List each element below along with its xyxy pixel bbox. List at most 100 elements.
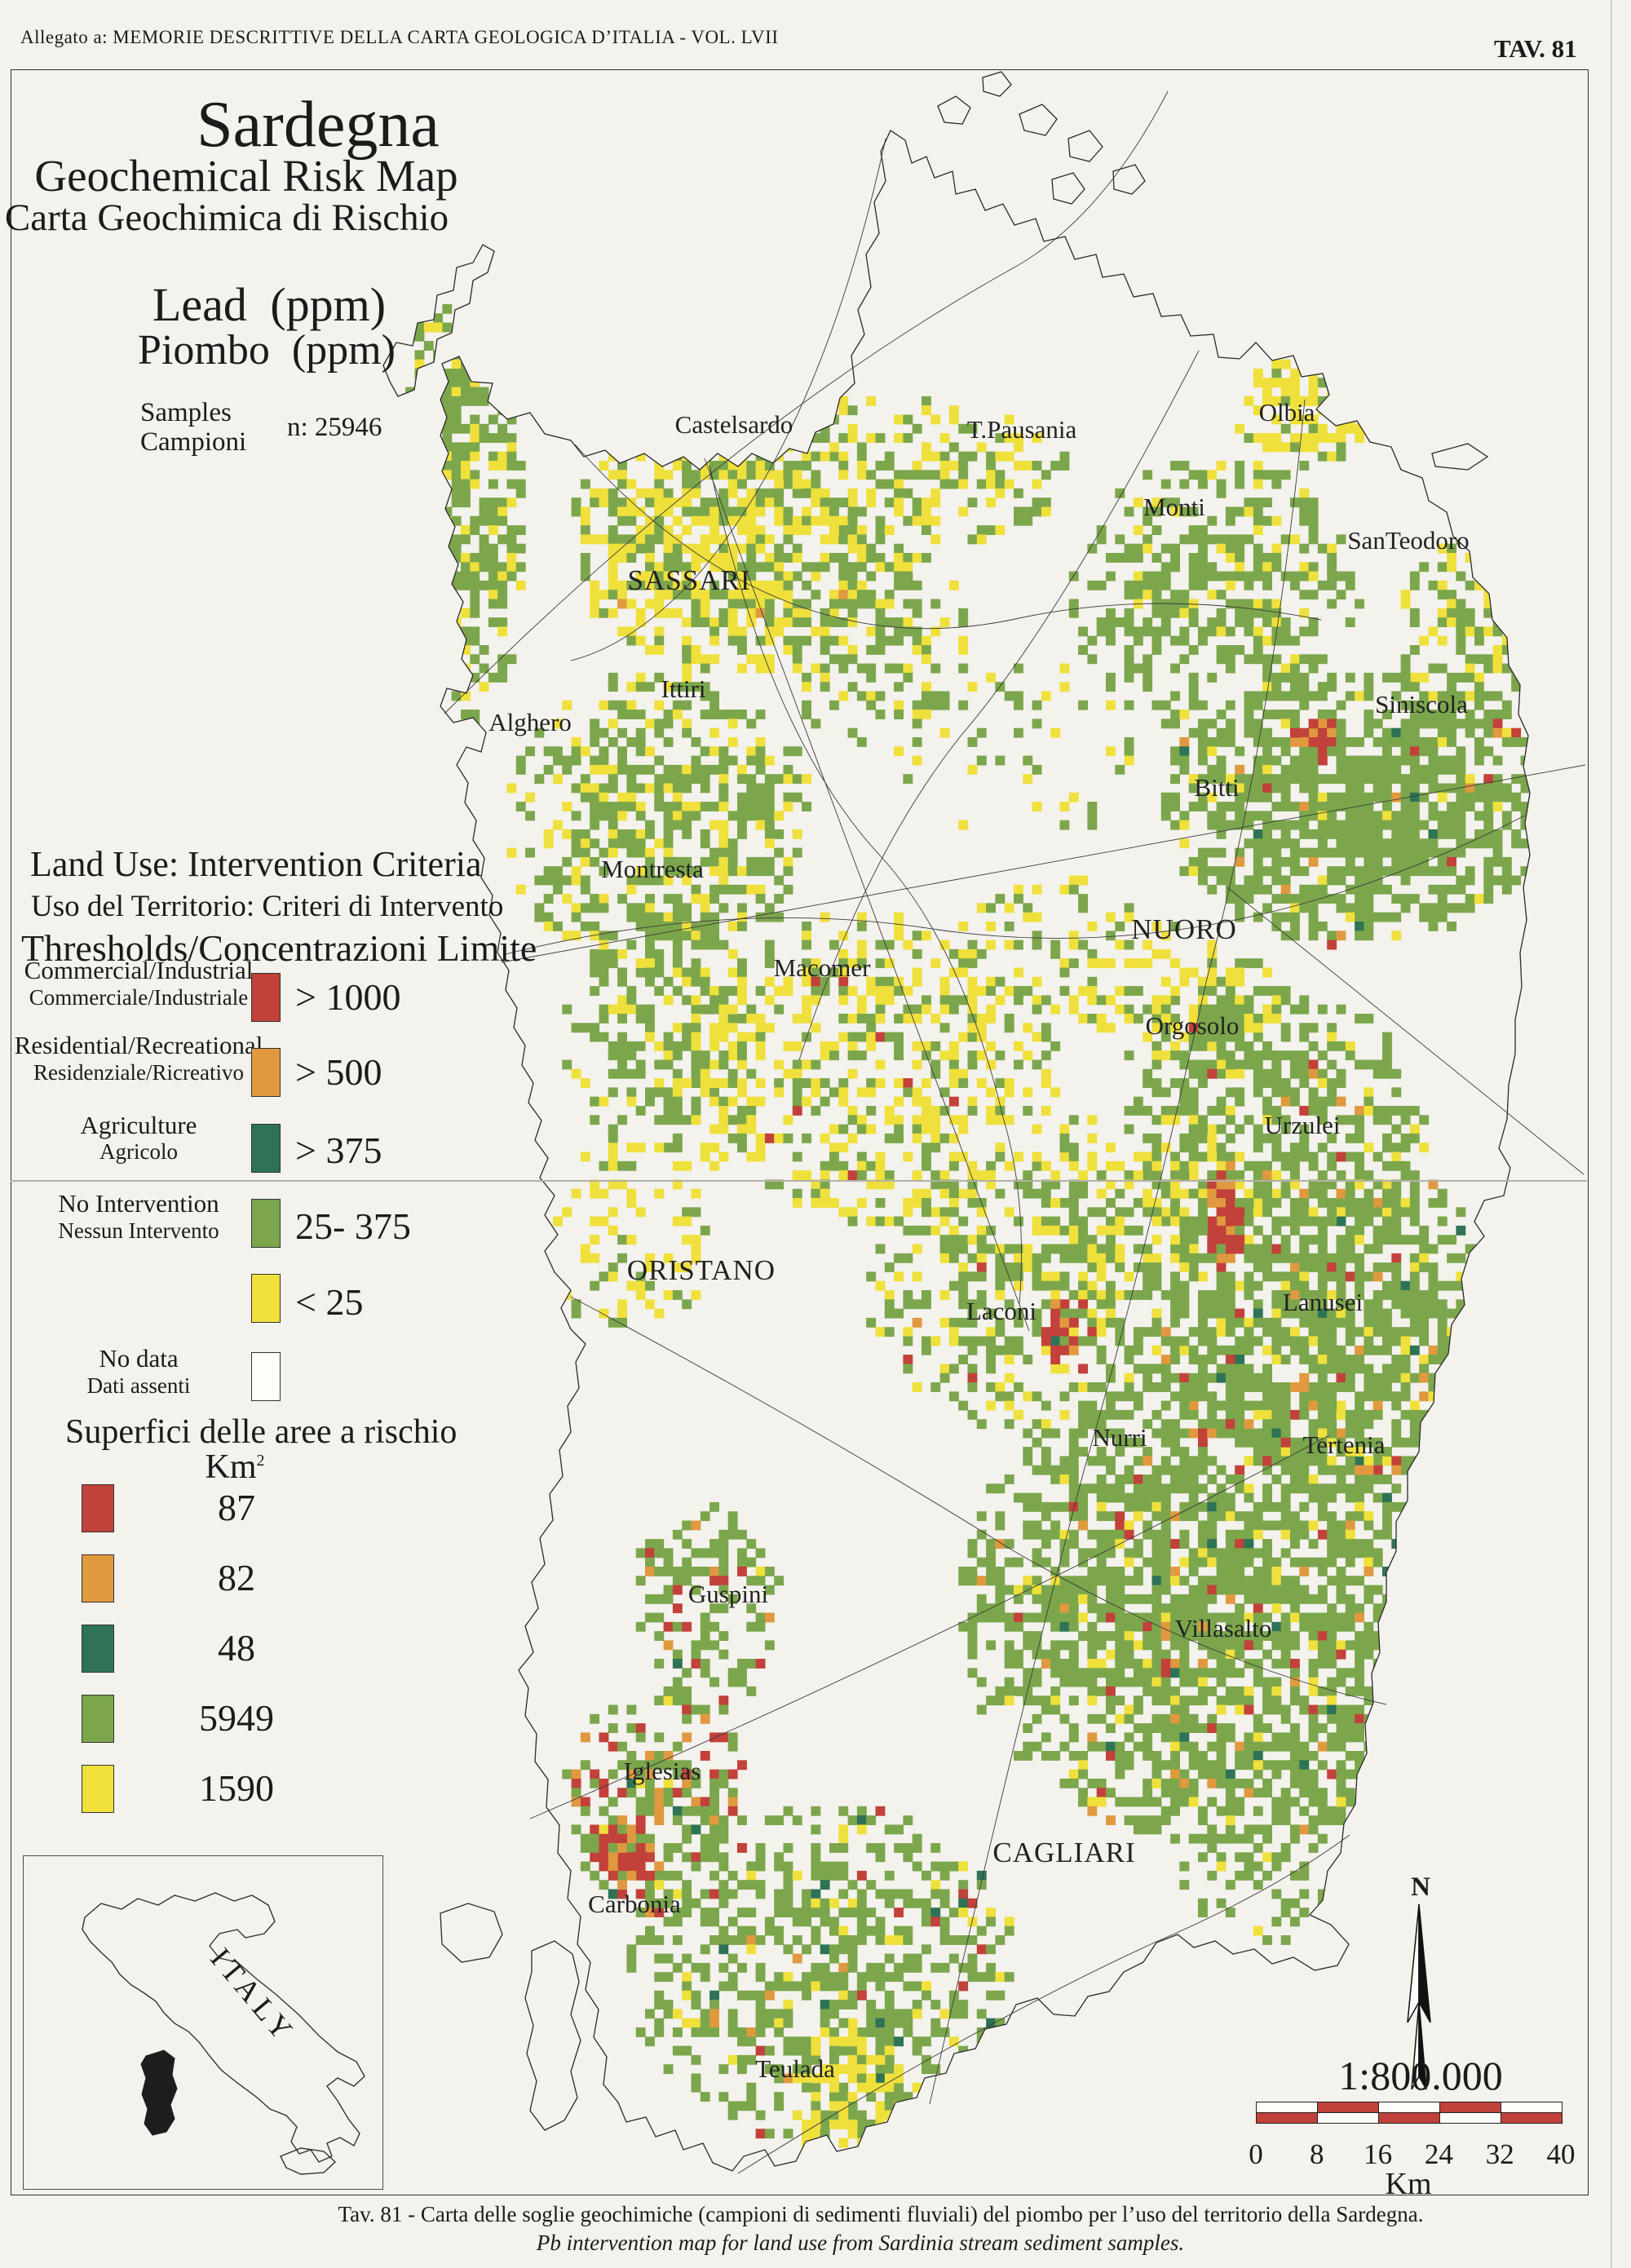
map-label-castelsardo: Castelsardo xyxy=(674,410,793,439)
scale-bar-tick: 16 xyxy=(1364,2138,1393,2170)
map-label-lanusei: Lanusei xyxy=(1282,1288,1364,1316)
map-label-guspini: Guspini xyxy=(687,1580,769,1608)
area-swatch-yellow xyxy=(82,1765,114,1813)
legend-row-value: < 25 xyxy=(295,1281,364,1323)
scale-bar-top-row xyxy=(1257,2102,1562,2113)
scale-bar-segment xyxy=(1501,2112,1562,2123)
map-label-iglesias: Iglesias xyxy=(623,1757,701,1785)
map-label-nuoro: NUORO xyxy=(1131,913,1237,945)
scale-bar-segment xyxy=(1378,2112,1439,2123)
italy-inset-map xyxy=(23,1855,383,2190)
scale-bar-segment xyxy=(1317,2112,1378,2123)
scale-bar-ticks: 0 8 16 24 32 40 xyxy=(1249,2138,1575,2171)
map-label-t-pausania: T.Pausania xyxy=(966,415,1077,444)
element-english: Lead (ppm) xyxy=(152,278,387,331)
map-label-alghero: Alghero xyxy=(488,708,572,736)
legend-row-label-en: Residential/Recreational xyxy=(14,1031,263,1059)
map-label-macomer: Macomer xyxy=(773,953,871,982)
sicily-outline xyxy=(280,2147,337,2175)
map-label-orgosolo: Orgosolo xyxy=(1145,1011,1240,1040)
map-label-laconi: Laconi xyxy=(966,1297,1037,1325)
legend-swatch-darkgreen xyxy=(251,1124,281,1173)
legend-heading-thresholds: Thresholds/Concentrazioni Limite xyxy=(21,927,537,969)
scale-bar-tick: 24 xyxy=(1424,2138,1453,2170)
map-label-teulada: Teulada xyxy=(755,2054,835,2083)
area-value: 82 xyxy=(218,1557,255,1598)
legend-row-value: 25- 375 xyxy=(295,1205,411,1247)
compass-north-label: N xyxy=(1411,1872,1430,1902)
area-value: 48 xyxy=(218,1627,255,1669)
map-frame xyxy=(11,69,1589,2195)
map-label-monti: Monti xyxy=(1143,493,1205,521)
legend-row-label-it: Commerciale/Industriale xyxy=(29,985,249,1010)
map-label-oristano: ORISTANO xyxy=(626,1254,776,1286)
area-swatch-green xyxy=(82,1695,114,1743)
legend-row-value: > 1000 xyxy=(295,976,401,1018)
scale-bar-segment xyxy=(1257,2112,1317,2123)
scale-bar-unit: Km xyxy=(1385,2167,1432,2201)
scale-bar-segment xyxy=(1439,2102,1501,2112)
sardinia-filled xyxy=(140,2049,178,2136)
map-label-carbonia: Carbonia xyxy=(588,1890,681,1918)
legend-swatch-red xyxy=(251,973,281,1022)
scale-bar-segment xyxy=(1501,2102,1562,2112)
scale-bar-tick: 40 xyxy=(1546,2138,1576,2170)
legend-swatch-nodata xyxy=(251,1352,281,1401)
subtitle-english: Geochemical Risk Map xyxy=(34,151,458,201)
map-label-santeodoro: SanTeodoro xyxy=(1347,526,1470,555)
coastline-outlines xyxy=(382,71,1531,2172)
legend-swatch-green xyxy=(251,1199,281,1248)
map-label-urzulei: Urzulei xyxy=(1264,1111,1341,1139)
legend-row-label-it: Agricolo xyxy=(99,1139,178,1164)
legend-row-value: > 375 xyxy=(295,1130,382,1171)
samples-label-italian: Campioni xyxy=(140,427,247,457)
subtitle-italian: Carta Geochimica di Rischio xyxy=(4,197,449,239)
scale-bar-tick: 0 xyxy=(1249,2138,1263,2170)
element-italian: Piombo (ppm) xyxy=(138,327,396,374)
areas-unit: Km2 xyxy=(205,1448,265,1486)
legend-heading-italian: Uso del Territorio: Criteri di Intervent… xyxy=(31,890,504,923)
legend-row-label-en: Commercial/Industrial xyxy=(24,956,254,984)
map-label-ittiri: Ittiri xyxy=(661,674,706,703)
scan-page-edge xyxy=(1611,0,1612,2268)
series-header: Allegato a: MEMORIE DESCRITTIVE DELLA CA… xyxy=(20,27,779,47)
area-value: 87 xyxy=(218,1487,255,1528)
map-label-cagliari: CAGLIARI xyxy=(992,1837,1136,1868)
scale-bar xyxy=(1256,2102,1562,2124)
area-value: 1590 xyxy=(199,1767,274,1809)
caption-italian: Tav. 81 - Carta delle soglie geochimiche… xyxy=(338,2202,1424,2226)
area-swatch-orange xyxy=(82,1554,114,1603)
geological-boundary-lines xyxy=(444,91,1586,2174)
legend-row-label-en: No data xyxy=(99,1344,179,1373)
map-label-nurri: Nurri xyxy=(1092,1423,1147,1452)
area-value: 5949 xyxy=(199,1697,274,1739)
north-arrow-icon xyxy=(1407,1903,1431,2090)
legend-swatch-yellow xyxy=(251,1274,281,1323)
map-label-sassari: SASSARI xyxy=(627,564,751,596)
caption-english: Pb intervention map for land use from Sa… xyxy=(536,2230,1185,2255)
map-label-siniscola: Siniscola xyxy=(1375,690,1468,718)
italy-inset-svg xyxy=(82,1892,365,2175)
legend-row-label-en: Agriculture xyxy=(80,1111,197,1139)
legend-row-label-it: Dati assenti xyxy=(86,1373,191,1398)
area-swatch-red xyxy=(82,1484,114,1532)
scale-bar-tick: 8 xyxy=(1310,2138,1324,2170)
map-label-villasalto: Villasalto xyxy=(1174,1614,1272,1642)
map-label-montresta: Montresta xyxy=(601,855,704,883)
scale-bar-segment xyxy=(1378,2102,1439,2112)
risk-grid-cells xyxy=(405,303,1530,2167)
plate-number: TAV. 81 xyxy=(1494,34,1577,63)
legend-row-label-en: No Intervention xyxy=(58,1189,219,1218)
map-label-tertenia: Tertenia xyxy=(1302,1430,1386,1459)
samples-label-english: Samples xyxy=(140,398,232,427)
samples-count: n: 25946 xyxy=(287,413,382,442)
italy-outline xyxy=(82,1892,365,2163)
paper-fold-line xyxy=(11,1180,1587,1182)
area-swatch-darkgreen xyxy=(82,1625,114,1673)
scale-bar-tick: 32 xyxy=(1485,2138,1514,2170)
scale-bar-segment xyxy=(1439,2112,1501,2123)
legend-row-value: > 500 xyxy=(295,1051,382,1093)
map-label-olbia: Olbia xyxy=(1258,398,1315,427)
